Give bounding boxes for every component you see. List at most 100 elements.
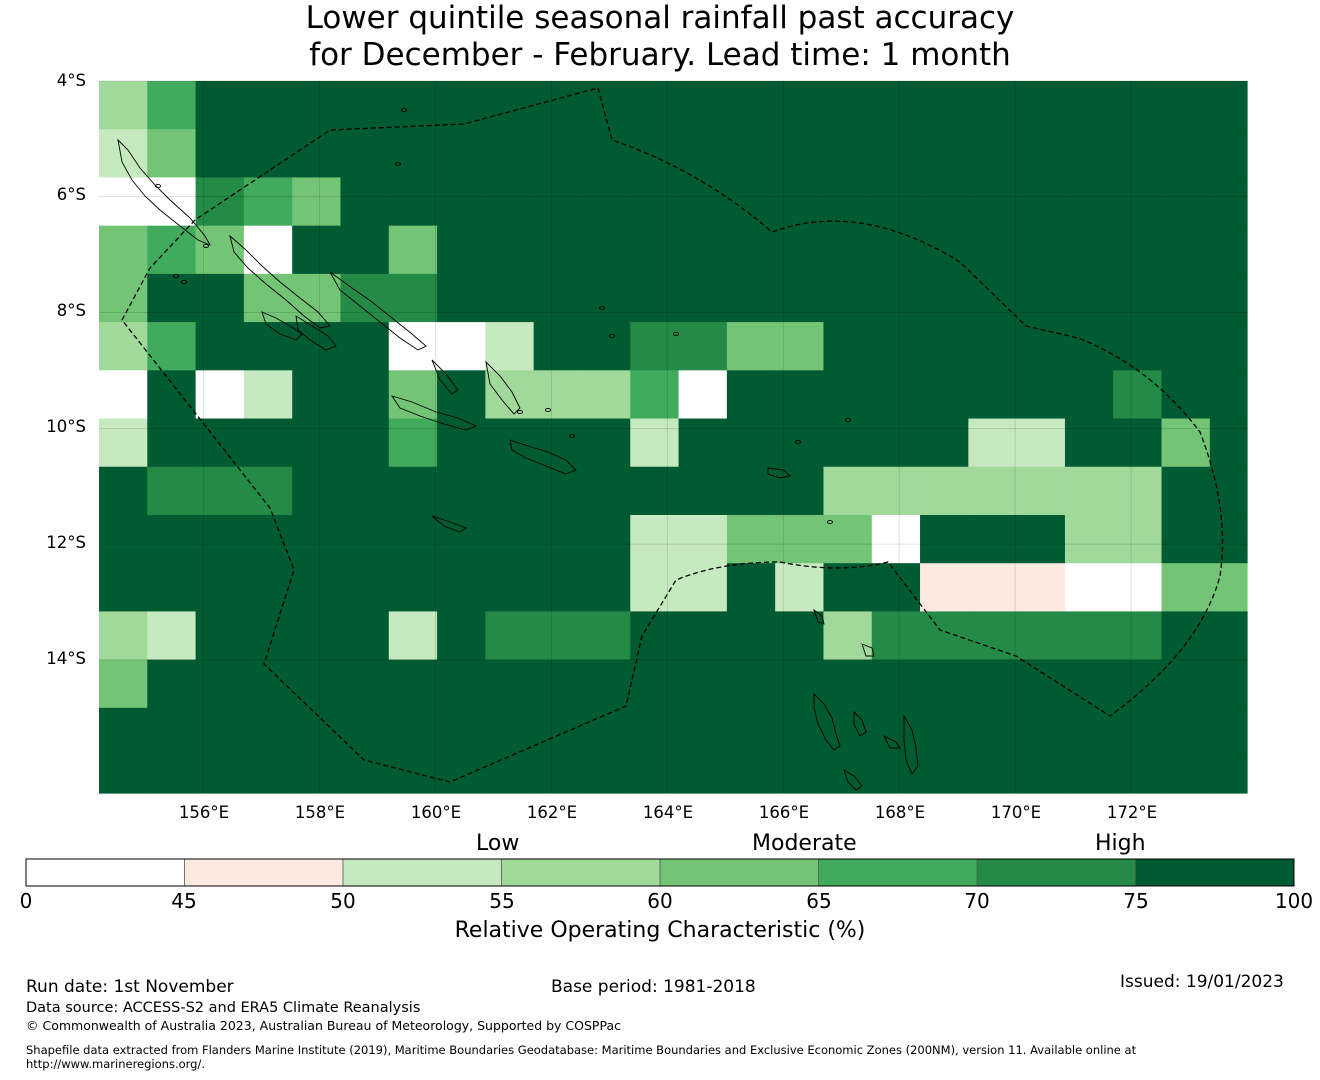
- grid-cell: [1016, 129, 1066, 179]
- grid-cell: [630, 177, 680, 227]
- grid-cell: [437, 225, 486, 275]
- grid-cell: [1209, 177, 1248, 227]
- island-coastline: [329, 271, 427, 351]
- grid-cell: [1161, 514, 1211, 564]
- grid-cell: [823, 514, 873, 564]
- grid-cell: [581, 514, 631, 564]
- grid-cell: [292, 81, 342, 130]
- grid-cell: [726, 707, 776, 757]
- grid-cell: [920, 466, 969, 516]
- grid-cell: [147, 129, 197, 179]
- colorbar: [25, 858, 1295, 887]
- grid-cell: [147, 225, 197, 275]
- grid-cell: [533, 177, 583, 227]
- grid-cell: [823, 466, 873, 516]
- grid-cell: [1064, 756, 1114, 794]
- grid-cell: [968, 514, 1018, 564]
- colorbar-segment: [1135, 859, 1295, 886]
- grid-cell: [871, 225, 921, 275]
- map-title-line1: Lower quintile seasonal rainfall past ac…: [305, 0, 1015, 36]
- islet-coastline: [569, 433, 575, 439]
- lat-label: 8°S: [56, 301, 86, 320]
- grid-cell: [292, 370, 342, 420]
- islet-coastline: [795, 439, 801, 445]
- lon-label: 162°E: [526, 803, 578, 822]
- grid-cell: [437, 659, 486, 709]
- grid-cell: [195, 466, 245, 516]
- grid-cell: [775, 370, 825, 420]
- grid-cell: [775, 322, 825, 371]
- grid-cell: [340, 466, 390, 516]
- grid-cell: [437, 129, 486, 179]
- grid-cell: [292, 273, 342, 323]
- grid-cell: [243, 177, 293, 227]
- grid-cell: [920, 129, 969, 179]
- grid-cell: [437, 81, 486, 130]
- grid-cell: [871, 81, 921, 130]
- grid-cell: [533, 322, 583, 371]
- lat-label: 12°S: [46, 533, 86, 552]
- grid-cell: [1209, 756, 1248, 794]
- islet-coastline: [827, 519, 833, 525]
- grid-cell: [678, 418, 728, 468]
- graticule: [99, 80, 1247, 793]
- grid-cell: [388, 563, 438, 613]
- grid-cell: [340, 659, 390, 709]
- grid-cell: [1064, 81, 1114, 130]
- grid-cell: [775, 563, 825, 613]
- grid-cell: [775, 177, 825, 227]
- grid-cell: [920, 273, 969, 323]
- grid-cell: [437, 322, 486, 371]
- grid-cell: [630, 756, 680, 794]
- map-title: Lower quintile seasonal rainfall past ac…: [0, 0, 1320, 74]
- grid-cell: [1161, 707, 1211, 757]
- grid-cell: [1016, 659, 1066, 709]
- grid-cell: [871, 129, 921, 179]
- grid-cell: [437, 370, 486, 420]
- grid-cell: [1113, 707, 1163, 757]
- grid-cell: [147, 466, 197, 516]
- grid-cell: [437, 177, 486, 227]
- islet-coastline: [401, 107, 407, 113]
- grid-cell: [243, 514, 293, 564]
- grid-cell: [823, 129, 873, 179]
- grid-cell: [243, 225, 293, 275]
- islet-coastline: [609, 333, 615, 339]
- grid-cell: [968, 322, 1018, 371]
- grid-cell: [1209, 129, 1248, 179]
- grid-cell: [292, 466, 342, 516]
- colorbar-tick: 55: [489, 889, 515, 913]
- lat-label: 14°S: [46, 649, 86, 668]
- island-coastline: [853, 710, 867, 737]
- grid-cell: [1016, 707, 1066, 757]
- grid-cell: [533, 756, 583, 794]
- grid-cell: [871, 611, 921, 661]
- grid-cell: [1016, 225, 1066, 275]
- grid-cell: [292, 225, 342, 275]
- grid-cell: [775, 466, 825, 516]
- grid-cell: [678, 177, 728, 227]
- island-coastline: [295, 315, 337, 351]
- grid-cell: [99, 659, 148, 709]
- grid-cell: [292, 418, 342, 468]
- grid-cell: [1064, 466, 1114, 516]
- grid-cell: [292, 177, 342, 227]
- colorbar-category-high: High: [1095, 831, 1146, 856]
- copyright: © Commonwealth of Australia 2023, Austra…: [26, 1018, 621, 1033]
- grid-cell: [920, 756, 969, 794]
- grid-cell: [292, 659, 342, 709]
- grid-cell: [1161, 225, 1211, 275]
- grid-cell: [630, 81, 680, 130]
- grid-cell: [1113, 611, 1163, 661]
- grid-cell: [630, 466, 680, 516]
- grid-cell: [920, 322, 969, 371]
- grid-cell: [1064, 370, 1114, 420]
- island-coastline: [431, 359, 459, 395]
- grid-cell: [388, 273, 438, 323]
- island-coastline: [903, 714, 919, 775]
- grid-cell: [726, 418, 776, 468]
- grid-cell: [1064, 707, 1114, 757]
- grid-cell: [243, 273, 293, 323]
- lon-label: 166°E: [758, 803, 810, 822]
- map-title-line2: for December - February. Lead time: 1 mo…: [309, 37, 1011, 73]
